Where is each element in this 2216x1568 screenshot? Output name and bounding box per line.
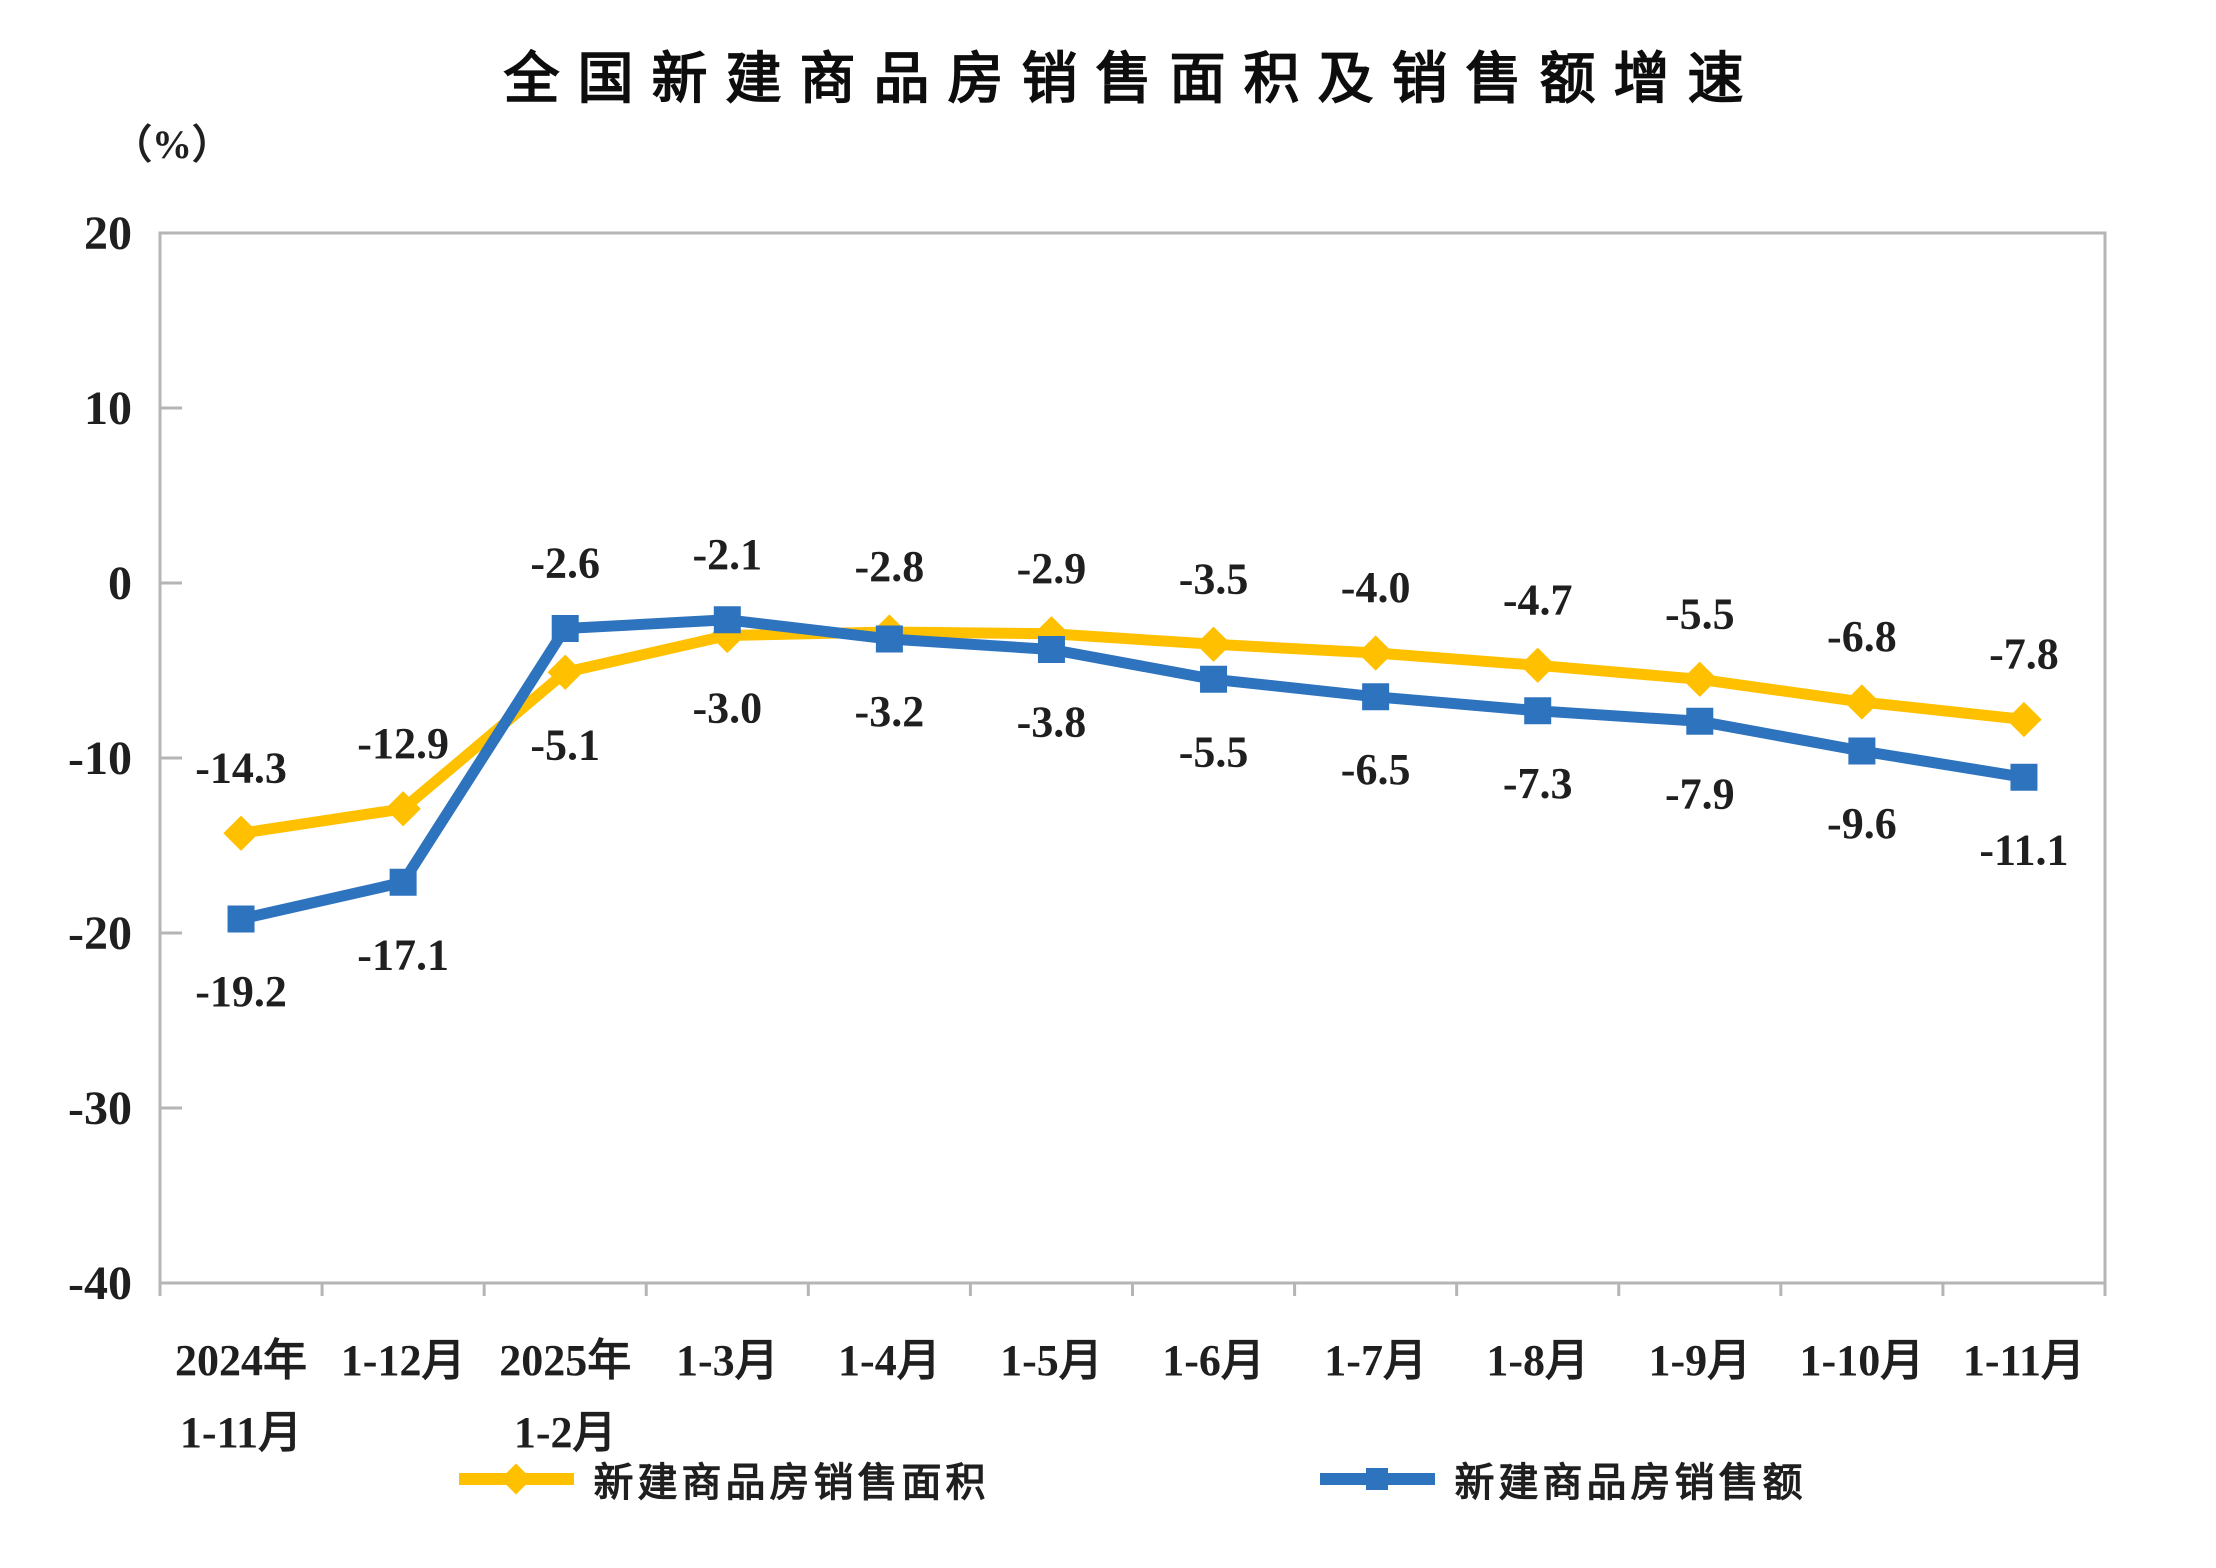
data-label: -2.6 xyxy=(530,539,600,588)
x-axis-label: 1-11月 xyxy=(1963,1336,2085,1385)
diamond-marker xyxy=(1520,647,1556,683)
series-line xyxy=(235,626,2030,839)
square-marker xyxy=(389,868,417,896)
sales-area-line-swatch xyxy=(458,1463,574,1495)
diamond-marker xyxy=(1844,684,1880,720)
data-label: -3.8 xyxy=(1017,698,1087,747)
diamond-marker xyxy=(385,791,421,827)
data-label: -3.0 xyxy=(692,684,762,733)
data-label: -7.3 xyxy=(1503,759,1573,808)
square-marker xyxy=(1362,683,1390,711)
data-label: -3.5 xyxy=(1179,554,1249,603)
x-axis-label: 1-4月 xyxy=(838,1336,941,1385)
chart-title: 全国新建商品房销售面积及销售额增速 xyxy=(503,47,1762,110)
data-label: -2.1 xyxy=(692,530,762,579)
data-label: -2.9 xyxy=(1017,544,1087,593)
legend-item-sales-area: 新建商品房销售面积 xyxy=(458,1450,990,1508)
legend-item-sales-value: 新建商品房销售额 xyxy=(1319,1450,1807,1508)
data-label: -7.9 xyxy=(1665,769,1735,818)
square-marker xyxy=(1686,707,1714,735)
y-axis-label: -30 xyxy=(68,1082,132,1135)
y-axis-label: 10 xyxy=(84,382,132,435)
y-axis-label: -40 xyxy=(68,1257,132,1310)
diamond-marker xyxy=(2006,701,2042,738)
series-sales-value: -19.2 -17.1 -2.6 -2.1 -3.2 -3.8 -5.5 -6.5 -7.3 -7… xyxy=(195,530,2068,1016)
diamond-marker xyxy=(547,654,583,690)
x-axis-label: 1-12月 xyxy=(341,1336,466,1385)
y-axis-label: -10 xyxy=(68,732,132,785)
x-axis-label: 1-7月 xyxy=(1324,1336,1427,1385)
diamond-marker xyxy=(223,815,259,851)
y-axis-label: 20 xyxy=(84,207,132,260)
y-axis-label: -20 xyxy=(68,907,132,960)
square-marker xyxy=(1037,636,1065,663)
square-marker xyxy=(1200,665,1228,693)
data-label: -6.8 xyxy=(1827,612,1897,661)
diamond-marker xyxy=(1357,635,1394,671)
data-label: -7.8 xyxy=(1989,630,2059,679)
data-label: -11.1 xyxy=(1979,825,2068,874)
data-label: -5.1 xyxy=(530,720,600,769)
y-axis-label: 0 xyxy=(108,557,132,610)
plot-border xyxy=(158,231,2107,1285)
diamond-marker-icon xyxy=(500,1463,532,1495)
data-label: -17.1 xyxy=(357,930,449,979)
sales-value-line-swatch xyxy=(1319,1468,1435,1490)
x-axis-label: 1-10月 xyxy=(1800,1336,1925,1385)
data-label: -5.5 xyxy=(1179,727,1249,776)
x-axis-label: 1-8月 xyxy=(1486,1336,1589,1385)
y-axis-unit-label: （%） xyxy=(112,122,232,167)
x-axis-label: 1-6月 xyxy=(1162,1336,1265,1385)
x-axis-label: 1-11月 xyxy=(180,1408,302,1457)
square-marker xyxy=(551,615,579,642)
data-label: -12.9 xyxy=(357,719,449,768)
x-axis-label: 1-5月 xyxy=(1000,1336,1103,1385)
x-axis-label: 1-9月 xyxy=(1648,1336,1751,1385)
diamond-marker xyxy=(1682,661,1718,697)
chart-legend: 新建商品房销售面积 新建商品房销售额 xyxy=(160,1450,2105,1508)
x-axis-label: 2025年 xyxy=(499,1336,631,1385)
data-label: -3.2 xyxy=(855,687,925,736)
series-sales-area: -14.3 -12.9 -5.1 -3.0 -2.8 -2.9 -3.5 -4.0 -4.7 -5… xyxy=(195,542,2059,851)
square-marker-icon xyxy=(1366,1468,1388,1490)
data-label: -2.8 xyxy=(855,542,925,591)
x-axis-label: 1-2月 xyxy=(514,1408,617,1457)
diamond-marker xyxy=(1195,626,1232,662)
data-label: -19.2 xyxy=(195,967,287,1016)
square-marker xyxy=(2010,763,2038,791)
square-marker xyxy=(1848,737,1876,765)
legend-label-sales-value: 新建商品房销售额 xyxy=(1454,1460,1807,1505)
data-label: -9.6 xyxy=(1827,799,1897,848)
data-label: -5.5 xyxy=(1665,589,1735,638)
data-label: -14.3 xyxy=(195,743,287,792)
square-marker xyxy=(875,625,903,653)
legend-label-sales-area: 新建商品房销售面积 xyxy=(593,1460,990,1505)
x-axis-label: 1-3月 xyxy=(676,1336,779,1385)
data-label: -6.5 xyxy=(1341,745,1411,794)
series-line xyxy=(235,614,2030,925)
data-label: -4.7 xyxy=(1503,575,1573,624)
square-marker xyxy=(1524,697,1552,725)
square-marker xyxy=(713,606,741,634)
data-label: -4.0 xyxy=(1341,563,1411,612)
square-marker xyxy=(227,905,255,933)
x-axis-label: 2024年 xyxy=(175,1336,307,1385)
